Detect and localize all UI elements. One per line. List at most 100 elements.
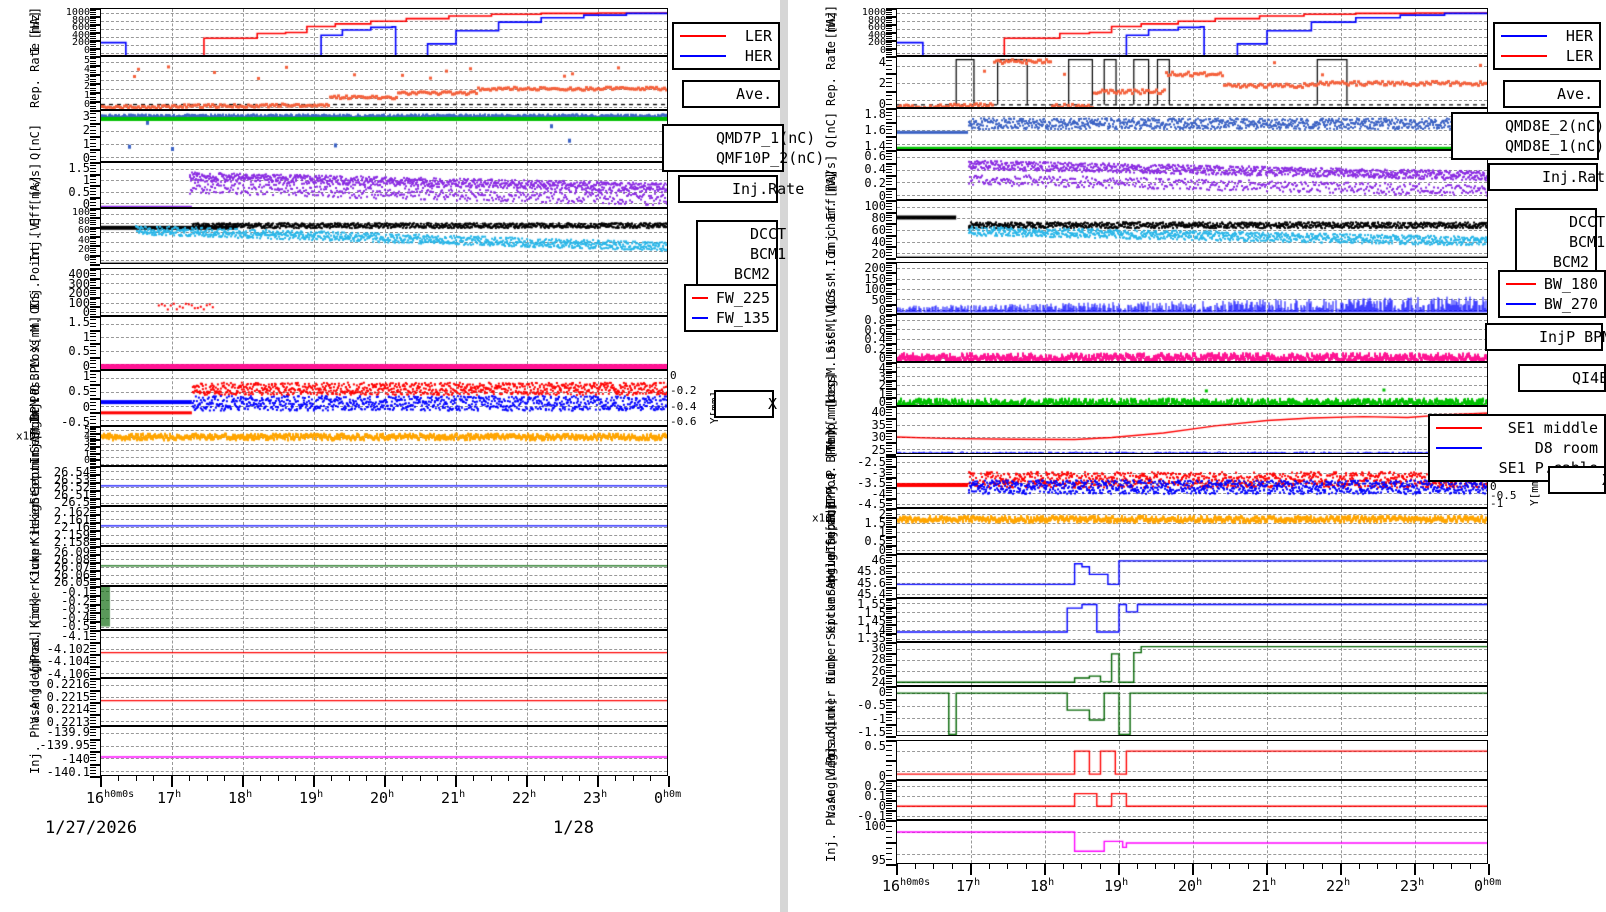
tick [886, 20, 892, 21]
tick [886, 529, 892, 530]
tick [886, 656, 892, 657]
tick [886, 206, 892, 207]
y-tick-label: 1.45 [857, 614, 886, 628]
tick [886, 238, 892, 239]
tick [886, 355, 892, 356]
tick [886, 587, 896, 589]
x-tickmarks [100, 776, 670, 788]
legend-ring-legend: HER LER [1493, 22, 1601, 70]
tick [886, 375, 892, 376]
plot-row-kicker-jump [896, 686, 1488, 736]
tick [90, 714, 100, 716]
y-axis-labels-injp-bpm-x: -2.5 -3 -3.5 -4 -4.5 [830, 456, 886, 510]
tick [886, 520, 892, 521]
tick [886, 733, 892, 734]
tick [90, 699, 96, 700]
y-tick-label: 30 [871, 430, 886, 444]
plot-area-inj-rate [897, 151, 1487, 199]
tick [886, 78, 892, 79]
y-tickmarks [886, 8, 896, 58]
tick [886, 95, 892, 96]
plot-row-v-angle [100, 678, 668, 726]
tick [90, 367, 96, 368]
legend-label: BW_180 [1543, 274, 1598, 293]
tick [886, 203, 892, 204]
tick [90, 548, 96, 549]
x-tick [1451, 864, 1452, 869]
legend-row: HER [680, 46, 772, 66]
tick [886, 815, 892, 816]
y-tick-label: -3 [871, 466, 886, 480]
tick [90, 405, 96, 406]
y-tickmarks [886, 642, 896, 688]
y-tick-label: 20 [871, 247, 886, 261]
tick [886, 44, 892, 45]
tick [886, 859, 892, 860]
tick [90, 24, 100, 26]
y-tick-label: 800 [867, 15, 886, 26]
legend-line-swatch [1501, 35, 1547, 37]
x-tick-sup: h0m [1483, 877, 1502, 888]
tick [886, 775, 892, 776]
tick [886, 34, 892, 35]
tick [886, 373, 892, 374]
tick [886, 560, 892, 561]
tick [90, 524, 96, 525]
plot-area-current [897, 9, 1487, 55]
tick [90, 474, 100, 476]
tick [90, 488, 96, 489]
y-tickmarks [886, 406, 896, 456]
tick [90, 377, 96, 378]
plot-row-injp-bpm-q [896, 508, 1488, 554]
x-tick [455, 776, 457, 787]
legend-label: LER [744, 26, 772, 45]
tick [886, 609, 892, 610]
tick [886, 357, 892, 358]
y-tick-label: 2 [83, 81, 90, 92]
tick [90, 26, 96, 27]
legend-label: SE1 middle [1507, 418, 1598, 437]
y-axis-labels-inj-rate: 0.6 0.4 0.2 0 [830, 150, 886, 202]
tick [886, 629, 892, 630]
tick [886, 508, 896, 510]
plot-row-septum-pos [896, 554, 1488, 598]
trace-canvas-loss-ion [897, 315, 1487, 361]
legend-ring-legend: LER HER [672, 22, 780, 70]
legend-row: QI4E_d [1526, 368, 1606, 388]
tick [90, 526, 96, 527]
tick [90, 402, 96, 403]
y-tick-label: -4.106 [46, 667, 90, 681]
tick [886, 384, 892, 385]
y-tick-label: 80 [871, 211, 886, 225]
plot-area-current [101, 9, 667, 55]
x-tick-label: 16h0m0s [86, 789, 134, 807]
tick [90, 726, 100, 728]
y-tick-label: 150 [864, 272, 886, 286]
legend-label: FW_225 [715, 288, 770, 307]
y-tick-label: 0.4 [864, 332, 886, 346]
legend-row: BCM2 [704, 264, 770, 284]
tick [886, 672, 892, 673]
x-tick [313, 776, 315, 787]
y-tick-label: -139.9 [46, 725, 90, 739]
y-tick-label: 60 [871, 223, 886, 237]
legend-label: QI4E_d [1572, 368, 1606, 387]
tick [886, 505, 892, 506]
tick [90, 672, 96, 673]
tick [90, 357, 100, 359]
plot-area-injp-bpm-x [897, 457, 1487, 507]
x-tick-main: 17 [157, 789, 176, 807]
tick [886, 653, 896, 655]
tick [886, 46, 892, 47]
y-tick-label: 40 [77, 235, 90, 246]
plot-area-charge [897, 109, 1487, 149]
x-tick [1303, 864, 1304, 869]
tick [886, 220, 892, 221]
trace-canvas-rep-rate [897, 57, 1487, 107]
y-tick-label: 2.159 [53, 528, 90, 542]
y-tick-label-right: 0 [1490, 480, 1497, 493]
y-tickmarks [90, 268, 100, 318]
tick [886, 686, 896, 688]
tick [886, 338, 892, 339]
plot-area-injp-bpm-q [101, 427, 667, 465]
